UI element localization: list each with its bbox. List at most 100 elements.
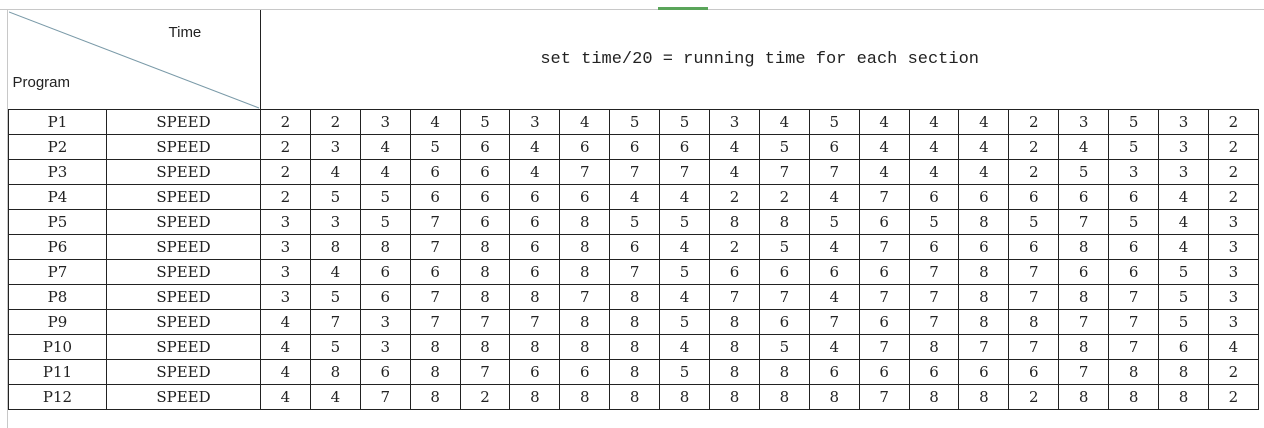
speed-value-cell: 8 <box>1008 309 1060 335</box>
speed-value-cell: 8 <box>609 384 661 410</box>
speed-value-cell: 3 <box>260 284 311 310</box>
speed-value-cell: 4 <box>309 159 361 185</box>
table-row: P3 SPEED 2 4 4 6 6 4 7 7 7 4 7 7 4 4 4 2 5 3 3 2 <box>8 159 1259 185</box>
speed-value-cell: 8 <box>559 309 611 335</box>
speed-value-cell: 7 <box>858 234 910 260</box>
speed-value-cell: 7 <box>609 159 661 185</box>
speed-value-cell: 4 <box>359 159 411 185</box>
speed-value-cell: 6 <box>1008 184 1060 210</box>
speed-value-cell: 8 <box>958 284 1010 310</box>
param-cell: SPEED <box>106 384 261 410</box>
speed-value-cell: 7 <box>908 309 960 335</box>
speed-value-cell: 5 <box>1108 134 1160 160</box>
param-cell: SPEED <box>106 259 261 285</box>
speed-value-cell: 5 <box>758 134 810 160</box>
speed-value-cell: 7 <box>559 159 611 185</box>
speed-value-cell: 7 <box>958 334 1010 360</box>
speed-value-cell: 7 <box>409 209 461 235</box>
param-cell: SPEED <box>106 184 261 210</box>
spreadsheet-column-strip <box>0 0 1264 10</box>
speed-value-cell: 2 <box>309 109 361 135</box>
speed-value-cell: 6 <box>609 134 661 160</box>
speed-value-cell: 8 <box>908 334 960 360</box>
speed-value-cell: 8 <box>609 334 661 360</box>
speed-value-cell: 6 <box>459 134 511 160</box>
speed-value-cell: 4 <box>659 234 711 260</box>
speed-value-cell: 6 <box>409 184 461 210</box>
speed-value-cell: 3 <box>1207 234 1259 260</box>
speed-value-cell: 8 <box>459 259 511 285</box>
speed-value-cell: 3 <box>1158 134 1209 160</box>
speed-value-cell: 4 <box>1207 334 1259 360</box>
speed-value-cell: 3 <box>509 109 561 135</box>
speed-value-cell: 5 <box>1058 159 1110 185</box>
speed-value-cell: 2 <box>260 134 311 160</box>
param-cell: SPEED <box>106 209 261 235</box>
speed-value-cell: 6 <box>858 359 910 385</box>
speed-value-cell: 6 <box>1058 259 1110 285</box>
table-row: P7 SPEED 3 4 6 6 8 6 8 7 5 6 6 6 6 7 8 7 6 6 5 3 <box>8 259 1259 285</box>
speed-value-cell: 7 <box>1108 309 1160 335</box>
speed-value-cell: 2 <box>1207 359 1259 385</box>
speed-value-cell: 3 <box>1207 284 1259 310</box>
speed-value-cell: 7 <box>1008 259 1060 285</box>
speed-value-cell: 4 <box>908 159 960 185</box>
speed-value-cell: 7 <box>1008 284 1060 310</box>
param-cell: SPEED <box>106 234 261 260</box>
speed-value-cell: 5 <box>1158 309 1209 335</box>
speed-value-cell: 7 <box>1108 334 1160 360</box>
speed-value-cell: 7 <box>409 284 461 310</box>
speed-value-cell: 2 <box>260 184 311 210</box>
speed-value-cell: 8 <box>509 284 561 310</box>
speed-value-cell: 2 <box>758 184 810 210</box>
speed-value-cell: 8 <box>409 359 461 385</box>
speed-value-cell: 5 <box>1008 209 1060 235</box>
speed-value-cell: 6 <box>409 259 461 285</box>
speed-value-cell: 7 <box>559 284 611 310</box>
speed-value-cell: 2 <box>709 234 760 260</box>
speed-value-cell: 8 <box>758 384 810 410</box>
speed-value-cell: 3 <box>309 209 361 235</box>
speed-value-cell: 5 <box>808 109 860 135</box>
speed-value-cell: 6 <box>1108 234 1160 260</box>
speed-value-cell: 4 <box>808 234 860 260</box>
table-row: P6 SPEED 3 8 8 7 8 6 8 6 4 2 5 4 7 6 6 6 8 6 4 3 <box>8 234 1259 260</box>
program-cell: P4 <box>8 184 107 210</box>
speed-value-cell: 4 <box>958 159 1010 185</box>
speed-value-cell: 5 <box>659 209 711 235</box>
speed-value-cell: 7 <box>808 159 860 185</box>
speed-value-cell: 2 <box>1207 134 1259 160</box>
speed-value-cell: 6 <box>559 134 611 160</box>
param-cell: SPEED <box>106 284 261 310</box>
speed-value-cell: 8 <box>659 384 711 410</box>
speed-value-cell: 5 <box>908 209 960 235</box>
speed-value-cell: 4 <box>709 134 760 160</box>
speed-value-cell: 5 <box>609 209 661 235</box>
speed-value-cell: 6 <box>758 309 810 335</box>
speed-value-cell: 6 <box>409 159 461 185</box>
speed-value-cell: 8 <box>559 234 611 260</box>
program-cell: P11 <box>8 359 107 385</box>
speed-value-cell: 7 <box>858 334 910 360</box>
speed-value-cell: 5 <box>459 109 511 135</box>
speed-value-cell: 2 <box>1207 384 1259 410</box>
speed-value-cell: 4 <box>260 384 311 410</box>
speed-value-cell: 8 <box>1058 334 1110 360</box>
speed-value-cell: 5 <box>309 334 361 360</box>
speed-value-cell: 5 <box>758 334 810 360</box>
speed-value-cell: 6 <box>359 284 411 310</box>
speed-value-cell: 8 <box>958 309 1010 335</box>
speed-value-cell: 5 <box>309 284 361 310</box>
speed-value-cell: 8 <box>359 234 411 260</box>
speed-value-cell: 5 <box>1158 259 1209 285</box>
speed-value-cell: 8 <box>1108 359 1160 385</box>
speed-value-cell: 6 <box>1108 259 1160 285</box>
speed-value-cell: 4 <box>858 134 910 160</box>
speed-value-cell: 5 <box>409 134 461 160</box>
speed-value-cell: 6 <box>509 184 561 210</box>
speed-value-cell: 7 <box>409 234 461 260</box>
speed-value-cell: 6 <box>808 259 860 285</box>
speed-value-cell: 5 <box>808 209 860 235</box>
speed-value-cell: 6 <box>758 259 810 285</box>
speed-value-cell: 4 <box>659 284 711 310</box>
